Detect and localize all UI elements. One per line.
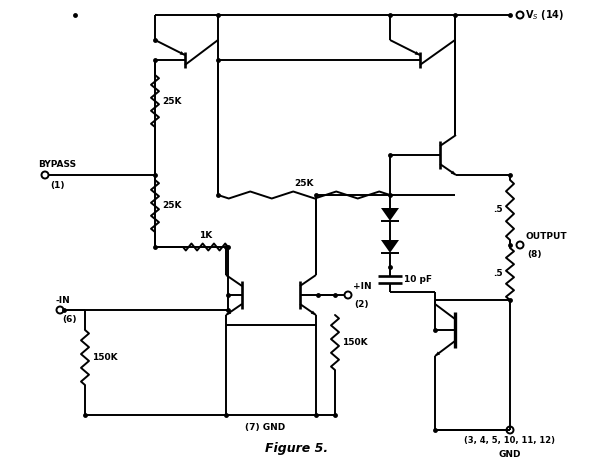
Text: (7) GND: (7) GND bbox=[245, 423, 285, 432]
Text: OUTPUT: OUTPUT bbox=[525, 232, 567, 241]
Text: Figure 5.: Figure 5. bbox=[266, 442, 328, 455]
Text: 25K: 25K bbox=[162, 96, 182, 105]
Polygon shape bbox=[435, 351, 440, 356]
Polygon shape bbox=[381, 208, 399, 221]
Text: 150K: 150K bbox=[342, 338, 368, 347]
Text: (2): (2) bbox=[354, 300, 368, 309]
Text: V$_S$ (14): V$_S$ (14) bbox=[525, 8, 564, 22]
Polygon shape bbox=[179, 51, 185, 55]
Polygon shape bbox=[226, 311, 231, 315]
Text: +IN: +IN bbox=[353, 282, 372, 291]
Polygon shape bbox=[415, 51, 420, 55]
Text: (3, 4, 5, 10, 11, 12): (3, 4, 5, 10, 11, 12) bbox=[465, 436, 555, 445]
Polygon shape bbox=[311, 311, 316, 315]
Text: BYPASS: BYPASS bbox=[38, 160, 76, 169]
Text: 150K: 150K bbox=[92, 353, 118, 362]
Text: .5: .5 bbox=[494, 269, 503, 279]
Text: 10 pF: 10 pF bbox=[404, 275, 432, 284]
Text: 25K: 25K bbox=[294, 179, 314, 188]
Text: GND: GND bbox=[499, 450, 522, 459]
Text: (6): (6) bbox=[62, 315, 77, 324]
Text: 25K: 25K bbox=[162, 201, 182, 211]
Text: -IN: -IN bbox=[55, 296, 69, 305]
Text: (8): (8) bbox=[527, 250, 542, 259]
Polygon shape bbox=[381, 240, 399, 253]
Polygon shape bbox=[451, 171, 456, 175]
Text: .5: .5 bbox=[494, 206, 503, 214]
Text: (1): (1) bbox=[50, 181, 65, 190]
Text: 1K: 1K bbox=[199, 231, 212, 240]
